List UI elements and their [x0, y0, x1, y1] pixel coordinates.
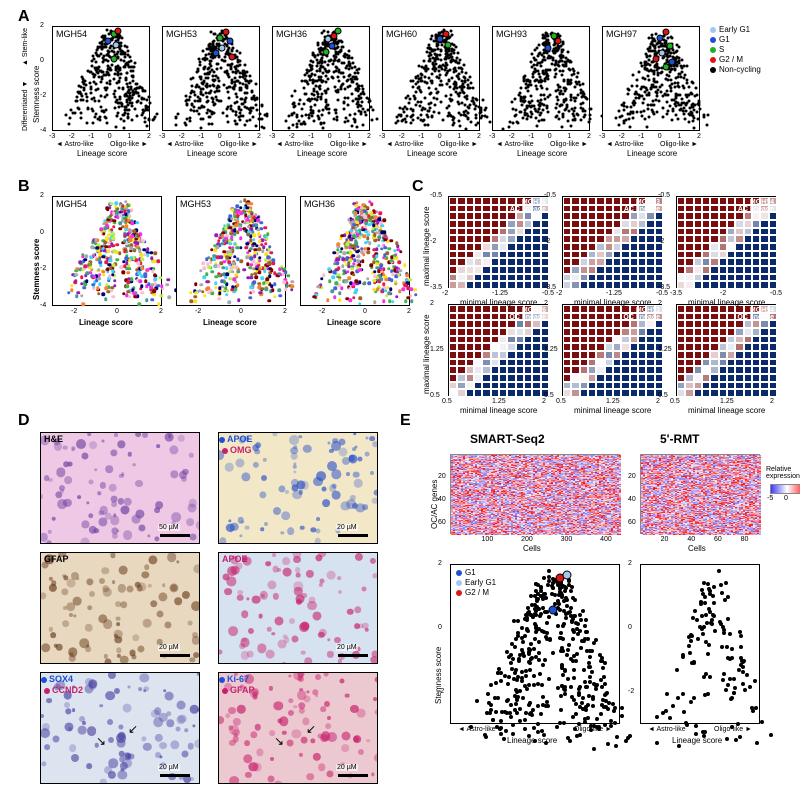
panel-a-subplot — [272, 26, 370, 131]
expression-heatmap — [640, 454, 760, 534]
panel-a-subplot — [52, 26, 150, 131]
legend-item: Non-cycling — [710, 65, 761, 74]
subplot-title: MGH53 — [166, 29, 197, 39]
subplot-title: MGH60 — [386, 29, 417, 39]
subplot-title: MGH54 — [56, 29, 87, 39]
histology-label: OMG — [222, 445, 252, 455]
panel-b-subplot — [176, 196, 286, 306]
subplot-title: MGH93 — [496, 29, 527, 39]
panel-a-subplot — [382, 26, 480, 131]
panel-e-scatter — [640, 564, 760, 724]
panel-b-subplot — [300, 196, 410, 306]
expression-heatmap — [450, 454, 620, 534]
subplot-title: MGH97 — [606, 29, 637, 39]
histology-label: H&E — [44, 434, 63, 444]
legend-item: S — [710, 45, 761, 54]
histology-label: GFAP — [44, 554, 69, 564]
histology-label: GFAP — [222, 685, 255, 695]
panel-e-legend: G1Early G1G2 / M — [456, 568, 496, 598]
panel-a-subplot — [602, 26, 700, 131]
panel-a-label: A — [18, 8, 30, 26]
panel-e-label: E — [400, 412, 411, 430]
panel-a-subplot — [492, 26, 590, 131]
panel-a-legend: Early G1G1SG2 / MNon-cycling — [710, 25, 761, 75]
panel-b-subplot — [52, 196, 162, 306]
panel-e-col2: 5'-RMT — [660, 432, 700, 446]
histology-label: Ki-67 — [222, 674, 249, 684]
histology-label: APOE — [222, 434, 253, 444]
panel-b-label: B — [18, 178, 30, 196]
colorbar — [770, 484, 800, 494]
panel-a-subplot — [162, 26, 260, 131]
subplot-title: MGH36 — [276, 29, 307, 39]
panel-c-label: C — [412, 178, 424, 196]
histology-label: SOX4 — [44, 674, 73, 684]
panel-e-col1: SMART-Seq2 — [470, 432, 545, 446]
legend-item: Early G1 — [710, 25, 761, 34]
legend-item: G1 — [710, 35, 761, 44]
legend-item: G2 / M — [710, 55, 761, 64]
panel-d-label: D — [18, 412, 30, 430]
histology-label: APOE — [222, 554, 248, 564]
histology-label: CCND2 — [44, 685, 83, 695]
